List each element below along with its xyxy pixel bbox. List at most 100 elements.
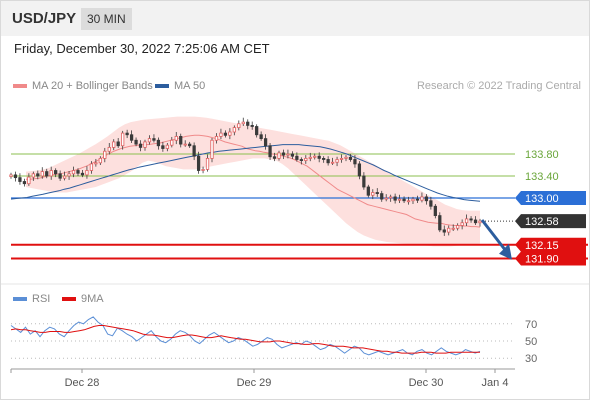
candle — [107, 143, 111, 155]
candle-body — [183, 143, 187, 146]
candle-body — [179, 135, 183, 145]
candle-body — [473, 219, 478, 224]
candle — [228, 128, 232, 140]
candle-body — [250, 125, 254, 127]
candle-body — [304, 157, 308, 161]
candle — [188, 141, 192, 148]
candle-body — [89, 163, 94, 171]
candle — [156, 137, 161, 150]
candle-body — [326, 159, 330, 164]
x-tick-label: Dec 29 — [237, 377, 272, 389]
candle-body — [36, 173, 40, 177]
candle-body — [366, 186, 370, 196]
candle-body — [397, 198, 402, 201]
candle-body — [228, 131, 232, 136]
candle-body — [121, 132, 125, 147]
candle — [460, 219, 464, 230]
candle — [339, 154, 344, 163]
candle-body — [375, 192, 379, 194]
candle-body — [357, 163, 362, 177]
candle — [174, 132, 178, 145]
candle — [241, 117, 245, 126]
candle-body — [174, 135, 178, 141]
candle-body — [380, 193, 384, 200]
candle-body — [384, 197, 388, 200]
candle-body — [45, 171, 49, 177]
candle — [89, 161, 94, 174]
candle-body — [170, 139, 174, 146]
candle-body — [147, 138, 152, 143]
candle — [22, 178, 27, 187]
candle-body — [13, 174, 18, 179]
candle-body — [263, 138, 268, 147]
candle — [201, 166, 205, 174]
candle-body — [27, 176, 31, 185]
candle — [380, 190, 384, 202]
top-bar: USD/JPY 30 MIN — [1, 1, 589, 36]
candle-body — [313, 155, 317, 158]
candle-body — [241, 121, 245, 125]
candle — [290, 151, 295, 159]
candle — [80, 169, 85, 178]
candle — [406, 196, 411, 205]
candle — [246, 119, 250, 130]
candle-body — [31, 173, 35, 178]
candle-body — [156, 139, 161, 147]
candle-body — [469, 218, 473, 221]
interval-button[interactable]: 30 MIN — [81, 8, 132, 30]
candle — [255, 124, 259, 138]
level-label-132.15: 132.15 — [525, 240, 559, 252]
candle — [402, 196, 406, 203]
candle — [259, 131, 263, 141]
candle — [134, 137, 138, 147]
candle — [179, 133, 183, 148]
candle — [322, 156, 326, 163]
candle-body — [344, 156, 348, 159]
candle-body — [478, 220, 482, 224]
candle-body — [62, 175, 67, 179]
candle — [205, 154, 210, 172]
candle-body — [259, 134, 263, 139]
candle-body — [152, 138, 156, 141]
candle — [464, 214, 469, 227]
candle-body — [277, 152, 281, 159]
candle — [344, 155, 348, 162]
candle-body — [268, 145, 272, 158]
candle — [353, 155, 357, 168]
candle-body — [415, 198, 420, 201]
candle-body — [406, 200, 411, 203]
candle — [313, 153, 317, 160]
candle — [371, 189, 375, 200]
candle-body — [76, 170, 80, 174]
candle — [456, 223, 460, 231]
rsi-tick-30: 30 — [525, 353, 537, 365]
legend-label-ma20: MA 20 + Bollinger Bands — [32, 80, 153, 92]
candle — [147, 135, 152, 145]
candle-body — [317, 155, 321, 159]
candle — [94, 158, 98, 167]
candle-body — [255, 126, 259, 136]
candle — [317, 152, 321, 163]
candle — [335, 156, 339, 167]
level-tag-132.15 — [515, 237, 586, 252]
legend-label-rsi: RSI — [32, 293, 50, 305]
candle-body — [322, 157, 326, 160]
candle — [58, 170, 62, 181]
candle — [447, 225, 451, 236]
candle — [362, 172, 366, 190]
candle — [62, 171, 67, 181]
candle-body — [125, 132, 129, 136]
level-label-133.40: 133.40 — [525, 171, 559, 183]
candle-body — [214, 135, 219, 141]
candle — [183, 140, 187, 147]
candle — [103, 147, 107, 163]
candle — [232, 125, 236, 136]
candle-body — [103, 150, 107, 159]
candle-body — [116, 141, 120, 147]
candle — [429, 196, 433, 210]
candle-body — [129, 134, 134, 141]
symbol-title: USD/JPY — [12, 10, 77, 27]
candle-body — [71, 170, 76, 175]
candle-body — [107, 146, 111, 152]
